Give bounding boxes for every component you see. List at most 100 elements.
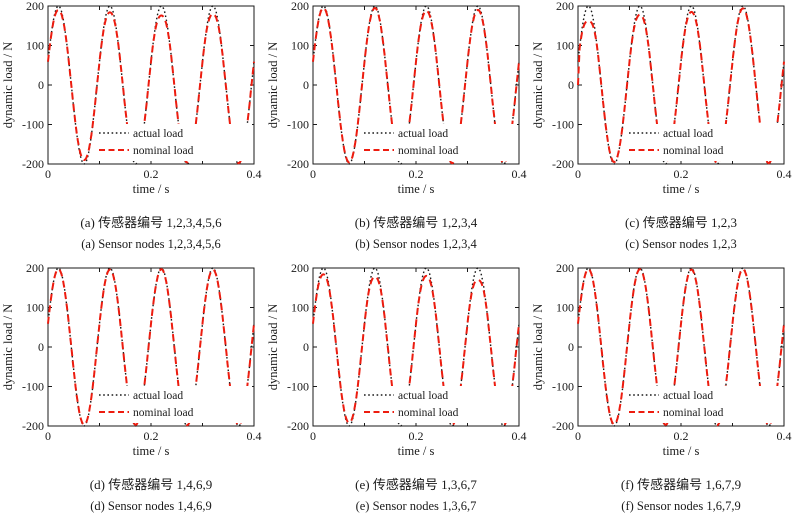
plot-f: 0 0.2 0.4 200 100 0 -100 -200 time / s dynamic lo… <box>531 262 792 458</box>
y-tick-label: 200 <box>291 262 309 275</box>
x-tick-label: 0.2 <box>144 429 159 443</box>
x-axis-label: time / s <box>133 182 170 196</box>
series-nominal-load <box>312 273 520 427</box>
legend: actual load nominal load <box>360 124 517 161</box>
caption-en-e: (e) Sensor nodes 1,3,6,7 <box>355 499 477 513</box>
x-tick-label: 0.2 <box>674 167 689 181</box>
y-tick-label: -200 <box>552 157 574 171</box>
y-tick-label: -100 <box>22 380 44 394</box>
figure-row-top: 0 0.2 0.4 200 100 0 -100 -200 time / s dynamic lo… <box>0 0 792 262</box>
legend-background <box>625 386 782 423</box>
y-axis-label: dynamic load / N <box>1 42 15 128</box>
legend-label-nominal-load: nominal load <box>398 407 459 419</box>
caption-zh-b: (b) 传感器编号 1,2,3,4 <box>354 215 478 230</box>
y-tick-label: 100 <box>26 39 44 53</box>
plot-e: 0 0.2 0.4 200 100 0 -100 -200 time / s dynamic lo… <box>266 262 527 458</box>
legend: actual load nominal load <box>625 124 782 161</box>
plot-a: 0 0.2 0.4 200 100 0 -100 -200 time / s dynamic lo… <box>1 0 262 196</box>
y-axis-label: dynamic load / N <box>1 304 15 390</box>
caption-en-c: (c) Sensor nodes 1,2,3 <box>625 237 737 251</box>
y-tick-label: 0 <box>568 78 574 92</box>
caption-en-a: (a) Sensor nodes 1,2,3,4,5,6 <box>81 237 221 251</box>
y-tick-label: 200 <box>26 0 44 13</box>
series-nominal-load <box>312 6 520 165</box>
y-tick-label: -200 <box>287 157 309 171</box>
subplot-d: 0 0.2 0.4 200 100 0 -100 -200 time / s dynamic lo… <box>0 262 265 523</box>
x-axis-label: time / s <box>398 182 435 196</box>
legend-label-nominal-load: nominal load <box>133 145 194 157</box>
y-tick-label: -100 <box>552 380 574 394</box>
plot-b: 0 0.2 0.4 200 100 0 -100 -200 time / s dynamic lo… <box>266 0 527 196</box>
legend-label-nominal-load: nominal load <box>133 407 194 419</box>
x-tick-label: 0.4 <box>247 429 262 443</box>
caption-zh-c: (c) 传感器编号 1,2,3 <box>625 215 737 230</box>
series-nominal-load <box>577 7 785 165</box>
y-tick-label: -100 <box>287 380 309 394</box>
x-axis-label: time / s <box>133 444 170 458</box>
legend-label-actual-load: actual load <box>398 128 448 140</box>
subplot-f: 0 0.2 0.4 200 100 0 -100 -200 time / s dynamic lo… <box>530 262 795 523</box>
y-tick-label: -200 <box>552 419 574 433</box>
y-tick-label: 100 <box>556 39 574 53</box>
x-tick-label: 0 <box>575 167 581 181</box>
legend-label-nominal-load: nominal load <box>663 407 724 419</box>
x-tick-label: 0.2 <box>409 167 424 181</box>
x-tick-label: 0.4 <box>247 167 262 181</box>
y-tick-label: -100 <box>22 118 44 132</box>
figure-row-bottom: 0 0.2 0.4 200 100 0 -100 -200 time / s dynamic lo… <box>0 262 795 523</box>
y-tick-label: 100 <box>26 301 44 315</box>
x-tick-label: 0.4 <box>512 429 527 443</box>
x-tick-label: 0.4 <box>512 167 527 181</box>
caption-zh-e: (e) 传感器编号 1,3,6,7 <box>355 477 477 492</box>
legend-label-actual-load: actual load <box>133 128 183 140</box>
series-nominal-load <box>577 268 785 427</box>
x-axis-label: time / s <box>663 444 700 458</box>
legend-label-nominal-load: nominal load <box>663 145 724 157</box>
y-tick-label: 200 <box>26 262 44 275</box>
legend: actual load nominal load <box>360 386 517 423</box>
caption-en-f: (f) Sensor nodes 1,6,7,9 <box>621 499 741 513</box>
legend-background <box>625 124 782 161</box>
y-axis-label: dynamic load / N <box>531 304 545 390</box>
y-axis-label: dynamic load / N <box>531 42 545 128</box>
y-tick-label: -200 <box>22 157 44 171</box>
legend-label-actual-load: actual load <box>133 390 183 402</box>
x-tick-label: 0 <box>575 429 581 443</box>
y-axis-label: dynamic load / N <box>266 42 280 128</box>
y-tick-label: 100 <box>291 301 309 315</box>
y-tick-label: -200 <box>287 419 309 433</box>
subplot-a: 0 0.2 0.4 200 100 0 -100 -200 time / s dynamic lo… <box>0 0 265 262</box>
legend: actual load nominal load <box>625 386 782 423</box>
x-tick-label: 0.2 <box>674 429 689 443</box>
y-tick-label: 200 <box>556 262 574 275</box>
y-tick-label: 0 <box>38 78 44 92</box>
x-tick-label: 0.4 <box>777 429 792 443</box>
caption-en-b: (b) Sensor nodes 1,2,3,4 <box>355 237 477 251</box>
caption-zh-f: (f) 传感器编号 1,6,7,9 <box>620 477 742 492</box>
legend-background <box>360 124 517 161</box>
subplot-b: 0 0.2 0.4 200 100 0 -100 -200 time / s dynamic lo… <box>265 0 530 262</box>
y-tick-label: 100 <box>556 301 574 315</box>
y-tick-label: 0 <box>568 340 574 354</box>
legend: actual load nominal load <box>95 386 252 423</box>
legend-background <box>95 386 252 423</box>
x-tick-label: 0 <box>45 429 51 443</box>
y-tick-label: 200 <box>556 0 574 13</box>
legend-label-actual-load: actual load <box>398 390 448 402</box>
legend-label-nominal-load: nominal load <box>398 145 459 157</box>
x-tick-label: 0.2 <box>144 167 159 181</box>
x-axis-label: time / s <box>398 444 435 458</box>
x-tick-label: 0 <box>310 429 316 443</box>
y-tick-label: 0 <box>38 340 44 354</box>
y-tick-label: -200 <box>22 419 44 433</box>
legend-background <box>95 124 252 161</box>
y-tick-label: 200 <box>291 0 309 13</box>
legend-label-actual-load: actual load <box>663 128 713 140</box>
x-tick-label: 0.4 <box>777 167 792 181</box>
caption-zh-d: (d) 传感器编号 1,4,6,9 <box>89 477 213 492</box>
y-tick-label: 100 <box>291 39 309 53</box>
x-tick-label: 0 <box>310 167 316 181</box>
y-axis-label: dynamic load / N <box>266 304 280 390</box>
caption-zh-a: (a) 传感器编号 1,2,3,4,5,6 <box>80 215 222 230</box>
y-tick-label: -100 <box>552 118 574 132</box>
